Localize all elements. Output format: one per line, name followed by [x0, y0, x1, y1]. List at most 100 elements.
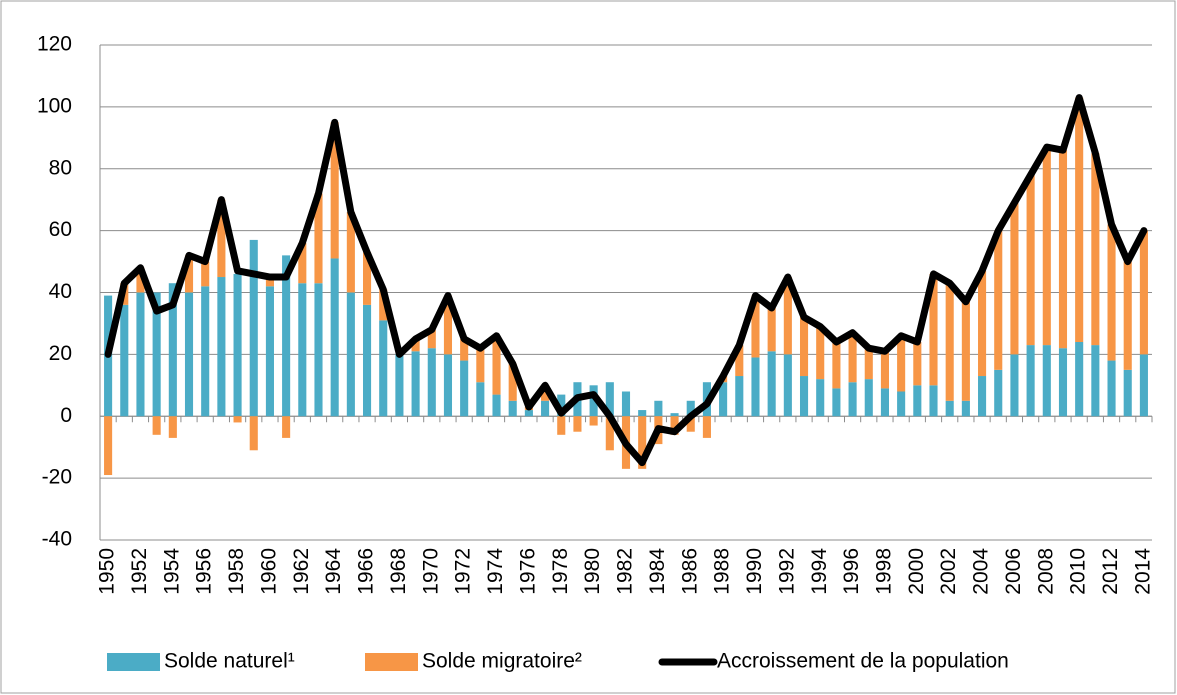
bar	[265, 277, 274, 287]
bar	[654, 400, 663, 417]
bar	[1042, 345, 1051, 417]
bar	[605, 416, 614, 451]
x-tick-label: 2010	[1067, 548, 1090, 595]
bar	[816, 326, 825, 380]
x-tick-label: 1976	[516, 548, 539, 595]
bar	[152, 292, 161, 417]
bar	[217, 277, 226, 417]
legend-swatch	[107, 653, 160, 671]
bar	[363, 304, 372, 417]
bar	[1010, 202, 1019, 355]
x-tick-label: 1996	[840, 548, 863, 595]
bar	[476, 382, 485, 417]
x-tick-label: 1960	[257, 548, 280, 595]
x-tick-label: 1962	[290, 548, 313, 595]
bar	[961, 301, 970, 401]
bar	[1058, 348, 1068, 417]
y-tick-label: 120	[37, 33, 72, 56]
bar	[298, 283, 307, 417]
bar	[330, 122, 339, 259]
bar	[282, 416, 291, 438]
bar	[686, 400, 695, 417]
x-tick-label: 1980	[581, 548, 604, 595]
x-tick-label: 1992	[775, 548, 798, 595]
bar	[1042, 147, 1051, 346]
bar	[735, 376, 744, 417]
bar	[897, 391, 906, 417]
bar	[1139, 354, 1148, 417]
bar	[783, 277, 792, 355]
bar	[201, 286, 210, 417]
bar	[913, 385, 922, 417]
bar	[233, 273, 242, 417]
bar	[589, 416, 598, 426]
bar	[1123, 261, 1132, 370]
x-tick-label: 2014	[1131, 548, 1154, 595]
bar	[799, 376, 809, 417]
y-tick-label: 20	[49, 342, 72, 365]
bar	[476, 348, 485, 383]
bar	[961, 400, 970, 417]
bar	[460, 360, 469, 417]
x-tick-label: 1994	[808, 548, 831, 595]
bar	[751, 295, 760, 358]
bar	[557, 394, 566, 417]
bar	[913, 342, 922, 386]
bar	[524, 410, 533, 417]
bar	[411, 351, 420, 417]
legend-swatch	[365, 653, 418, 671]
x-tick-label: 1972	[452, 548, 475, 595]
bar	[379, 289, 388, 321]
bar	[314, 193, 323, 284]
bar	[945, 400, 954, 417]
bar	[799, 317, 809, 377]
bar	[443, 354, 453, 417]
bar	[152, 416, 161, 435]
bar	[638, 416, 647, 469]
x-tick-label: 1958	[225, 548, 248, 595]
y-tick-label: 40	[49, 280, 72, 303]
bar	[978, 376, 987, 417]
bar	[1075, 342, 1084, 417]
y-tick-label: 0	[60, 404, 72, 427]
x-tick-label: 1970	[419, 548, 442, 595]
bar	[929, 273, 938, 386]
bar	[411, 338, 420, 352]
bar	[168, 416, 177, 438]
x-tick-label: 1966	[355, 548, 378, 595]
bar	[767, 307, 776, 352]
bar	[880, 351, 889, 389]
x-tick-label: 1986	[678, 548, 701, 595]
bar	[848, 382, 857, 417]
x-tick-label: 2012	[1099, 548, 1122, 595]
bar	[1091, 153, 1100, 346]
y-tick-label: 100	[37, 94, 72, 117]
bar	[541, 400, 550, 417]
bar	[1091, 345, 1100, 417]
x-tick-label: 1964	[322, 548, 345, 595]
bar	[363, 252, 372, 305]
bar	[346, 212, 355, 293]
bar	[1058, 150, 1068, 349]
x-tick-label: 1982	[614, 548, 637, 595]
bar	[589, 385, 598, 417]
bar	[864, 379, 873, 417]
bar	[1026, 174, 1035, 346]
bar	[978, 270, 987, 377]
x-tick-label: 2002	[937, 548, 960, 595]
y-tick-label: 80	[49, 156, 72, 179]
bar	[508, 363, 517, 401]
bar	[929, 385, 938, 417]
x-tick-label: 2006	[1002, 548, 1025, 595]
y-tick-label: -20	[42, 466, 72, 489]
bar	[460, 338, 469, 361]
bar	[201, 261, 210, 287]
bar	[573, 416, 582, 432]
legend-label: Solde naturel¹	[164, 650, 295, 673]
x-tick-label: 1974	[484, 548, 507, 595]
y-tick-label: 60	[49, 218, 72, 241]
bar	[249, 416, 258, 451]
bar	[816, 379, 825, 417]
y-tick-label: -40	[42, 528, 72, 551]
